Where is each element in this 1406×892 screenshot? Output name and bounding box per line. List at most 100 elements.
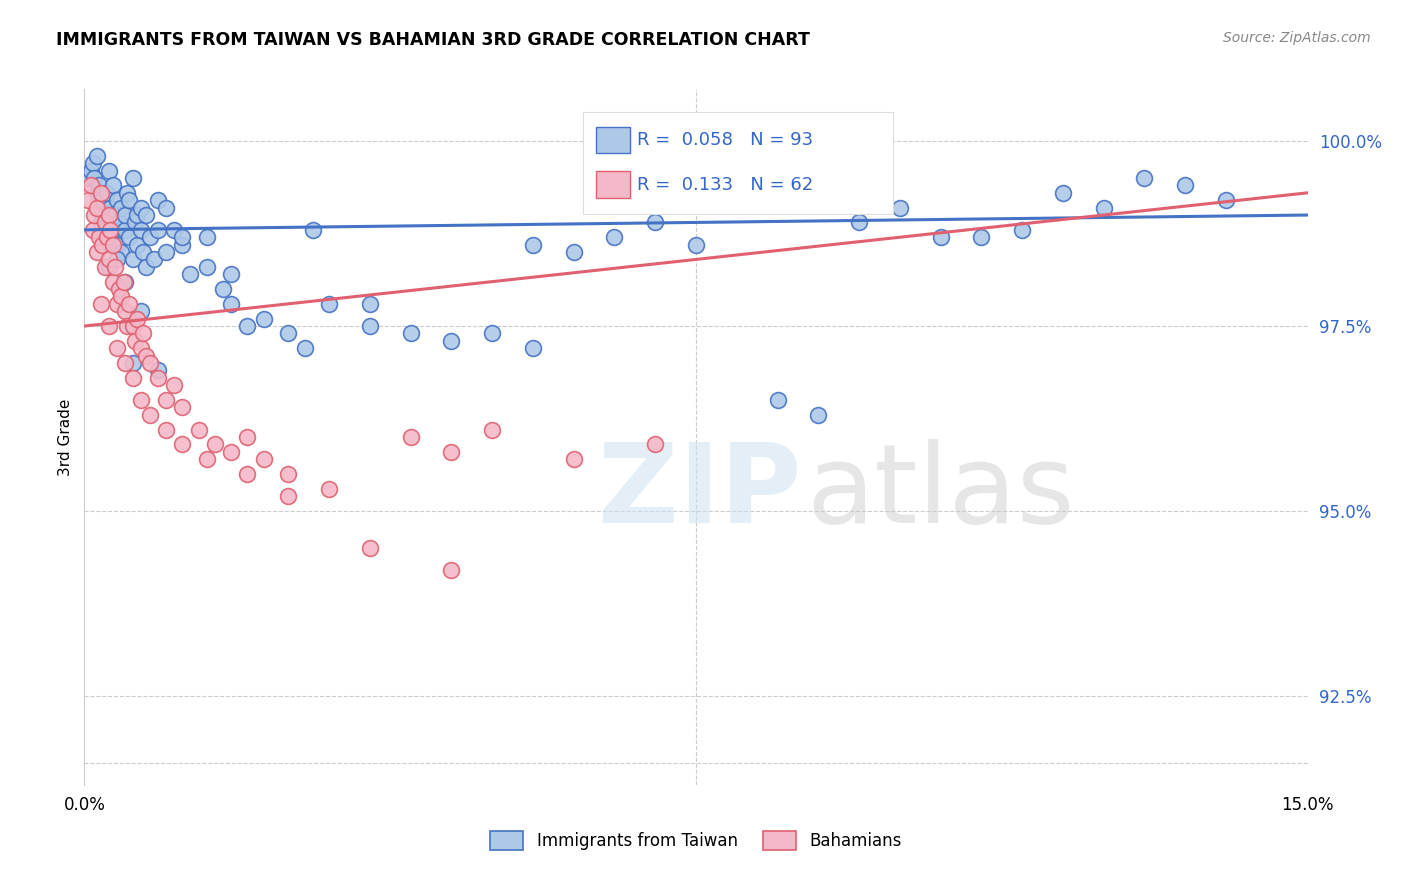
Point — [118, 297, 141, 311]
Point — [131, 201, 153, 215]
Point — [105, 297, 128, 311]
Point — [91, 237, 114, 252]
Point — [122, 171, 145, 186]
Point — [114, 208, 136, 222]
Point — [104, 260, 127, 274]
Text: Source: ZipAtlas.com: Source: ZipAtlas.com — [1223, 31, 1371, 45]
Point — [219, 297, 242, 311]
Point — [172, 437, 194, 451]
Point — [105, 341, 128, 355]
Point — [97, 319, 120, 334]
Text: R =  0.058   N = 93: R = 0.058 N = 93 — [637, 131, 813, 149]
Y-axis label: 3rd Grade: 3rd Grade — [58, 399, 73, 475]
Point — [131, 393, 153, 408]
Point — [212, 282, 235, 296]
Point — [146, 371, 169, 385]
Point — [155, 423, 177, 437]
Point — [440, 563, 463, 577]
Point — [114, 275, 136, 289]
Point — [685, 237, 707, 252]
Point — [481, 423, 503, 437]
Point — [253, 452, 276, 467]
Point — [132, 326, 155, 341]
Point — [91, 193, 114, 207]
Point — [118, 193, 141, 207]
Point — [318, 482, 340, 496]
Point — [93, 215, 115, 229]
Point — [110, 245, 132, 260]
Point — [138, 230, 160, 244]
Point — [399, 430, 422, 444]
Point — [86, 245, 108, 260]
Point — [562, 245, 585, 260]
Text: ZIP: ZIP — [598, 439, 801, 546]
Point — [90, 201, 112, 215]
Point — [118, 230, 141, 244]
Point — [82, 156, 104, 170]
Point — [155, 393, 177, 408]
Point — [138, 356, 160, 370]
Point — [97, 208, 120, 222]
Legend: Immigrants from Taiwan, Bahamians: Immigrants from Taiwan, Bahamians — [484, 824, 908, 856]
Point — [115, 186, 138, 200]
Text: R =  0.133   N = 62: R = 0.133 N = 62 — [637, 176, 813, 194]
Point — [104, 208, 127, 222]
Point — [172, 401, 194, 415]
Point — [132, 245, 155, 260]
Point — [97, 260, 120, 274]
Point — [127, 311, 149, 326]
Point — [110, 201, 132, 215]
Point — [277, 326, 299, 341]
Point — [107, 215, 129, 229]
Point — [807, 408, 830, 422]
Point — [83, 171, 105, 186]
Point — [127, 237, 149, 252]
Point — [766, 393, 789, 408]
Point — [848, 215, 870, 229]
Point — [155, 245, 177, 260]
Point — [277, 489, 299, 503]
Point — [131, 341, 153, 355]
Point — [77, 193, 100, 207]
Point — [122, 371, 145, 385]
Point — [522, 341, 544, 355]
Point — [1215, 193, 1237, 207]
Point — [1011, 223, 1033, 237]
Point — [1133, 171, 1156, 186]
Point — [359, 297, 381, 311]
Point — [101, 275, 124, 289]
Point — [100, 223, 122, 237]
Point — [179, 267, 201, 281]
Point — [301, 223, 323, 237]
Point — [195, 230, 218, 244]
Point — [80, 178, 103, 193]
Point — [124, 334, 146, 348]
Point — [970, 230, 993, 244]
Point — [93, 223, 115, 237]
Point — [146, 223, 169, 237]
Text: IMMIGRANTS FROM TAIWAN VS BAHAMIAN 3RD GRADE CORRELATION CHART: IMMIGRANTS FROM TAIWAN VS BAHAMIAN 3RD G… — [56, 31, 810, 49]
Point — [277, 467, 299, 481]
Point — [603, 230, 626, 244]
Point — [105, 193, 128, 207]
Point — [112, 275, 135, 289]
Point — [105, 237, 128, 252]
Point — [90, 186, 112, 200]
Point — [146, 363, 169, 377]
Point — [96, 186, 118, 200]
Point — [90, 215, 112, 229]
Point — [101, 178, 124, 193]
Point — [163, 223, 186, 237]
Point — [318, 297, 340, 311]
Point — [644, 215, 666, 229]
Point — [101, 223, 124, 237]
Point — [100, 201, 122, 215]
Point — [96, 230, 118, 244]
Point — [93, 260, 115, 274]
Point — [131, 304, 153, 318]
Point — [80, 163, 103, 178]
Point — [105, 252, 128, 267]
Point — [110, 289, 132, 303]
Point — [359, 319, 381, 334]
Point — [236, 319, 259, 334]
